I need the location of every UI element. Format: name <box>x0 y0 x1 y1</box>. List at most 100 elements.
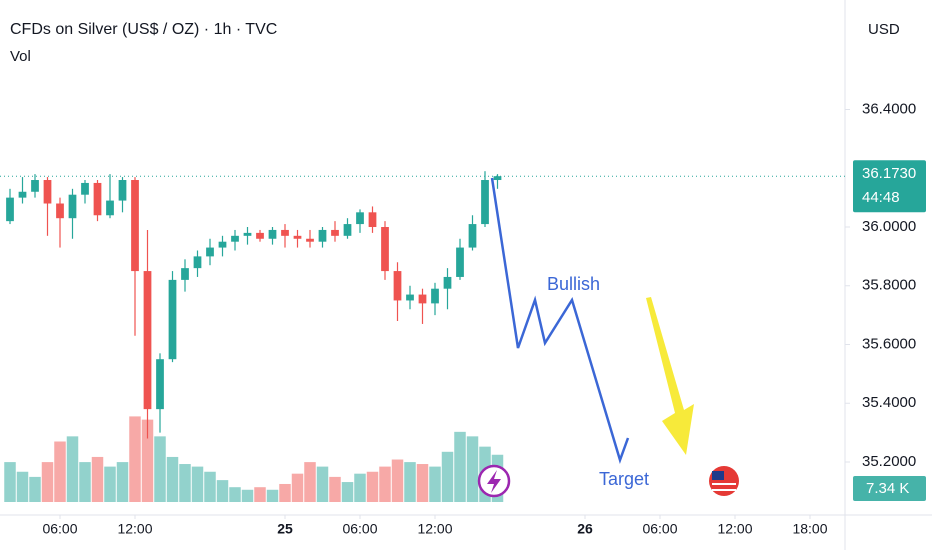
candle-body <box>181 268 189 280</box>
volume-bar <box>254 487 266 502</box>
y-tick-label: 35.4000 <box>862 394 916 411</box>
annotation: Bullish <box>547 274 600 294</box>
y-tick-label: 35.8000 <box>862 277 916 294</box>
volume-bar <box>141 419 154 502</box>
candle-body <box>68 194 77 219</box>
candle-body <box>381 227 389 272</box>
candle-body <box>131 180 139 272</box>
candle-body <box>293 235 302 239</box>
volume-bar <box>291 473 304 502</box>
candle-body <box>356 212 364 225</box>
candle-body <box>143 271 152 410</box>
volume-bar <box>441 451 454 502</box>
x-tick-label: 18:00 <box>792 521 827 537</box>
candle-body <box>93 182 102 216</box>
volume-bar <box>166 456 179 502</box>
volume-bar <box>66 436 79 502</box>
candle-body <box>431 288 439 304</box>
volume-bar <box>429 466 441 502</box>
x-tick-label: 06:00 <box>42 521 77 537</box>
x-tick-label: 12:00 <box>117 521 152 537</box>
volume-bar <box>204 471 216 502</box>
volume-label-box <box>853 476 926 501</box>
volume-bar <box>304 462 316 502</box>
candle-body <box>156 359 164 410</box>
flag-icon[interactable] <box>709 466 739 496</box>
candle-body <box>206 247 214 257</box>
candle-body <box>243 232 252 236</box>
volume-bar <box>366 471 379 502</box>
volume-bar <box>16 471 29 502</box>
candle-body <box>268 229 277 239</box>
candle-body <box>256 232 264 239</box>
countdown: 44:48 <box>862 189 900 206</box>
volume-bar <box>91 456 104 502</box>
y-tick-label: 36.0000 <box>862 218 916 235</box>
volume-bar <box>279 483 291 502</box>
volume-bar <box>391 459 404 502</box>
volume-bar <box>329 476 341 502</box>
volume-bar <box>4 462 16 502</box>
volume-bar <box>79 462 91 502</box>
volume-bar <box>216 480 229 502</box>
volume-bar <box>416 464 429 502</box>
candle-body <box>393 271 402 301</box>
volume-bar <box>154 436 166 502</box>
volume-bar <box>179 464 191 502</box>
volume-bar <box>341 482 354 502</box>
x-tick-label: 06:00 <box>342 521 377 537</box>
candle-body <box>456 247 464 277</box>
x-tick-label: 12:00 <box>417 521 452 537</box>
candle-body <box>406 294 414 301</box>
x-tick-label: 12:00 <box>717 521 752 537</box>
volume-bar <box>191 466 204 502</box>
y-tick-label: 36.4000 <box>862 100 916 117</box>
volume-bar <box>129 416 141 502</box>
candle-body <box>43 180 52 204</box>
y-tick-label: 35.6000 <box>862 335 916 352</box>
chart-title: CFDs on Silver (US$ / OZ) · 1h · TVC <box>10 21 277 38</box>
volume-bar <box>54 441 66 502</box>
volume-bar <box>104 466 116 502</box>
candle-body <box>193 256 202 269</box>
candle-body <box>331 229 339 236</box>
candle-body <box>418 294 427 304</box>
x-tick-label: 25 <box>277 521 293 537</box>
candle-body <box>468 224 477 248</box>
candle-body <box>6 197 14 222</box>
currency: USD <box>868 21 900 38</box>
candle-body <box>31 180 39 192</box>
flag-canton <box>712 471 724 480</box>
volume-bar <box>466 436 479 502</box>
volume-bar <box>229 487 241 502</box>
volume-bar <box>41 462 54 502</box>
candle-body <box>56 203 64 219</box>
x-tick-label: 06:00 <box>642 521 677 537</box>
x-tick-label: 26 <box>577 521 593 537</box>
volume-bar <box>316 466 329 502</box>
subtitle: Vol <box>10 48 31 65</box>
candle-body <box>493 176 502 181</box>
candle-body <box>281 229 289 236</box>
annotation: Target <box>599 469 649 489</box>
candle-body <box>343 224 352 236</box>
volume-bar <box>266 489 279 502</box>
price-label: 36.1730 <box>862 165 916 182</box>
candle-body <box>218 241 227 248</box>
candle-body <box>443 276 452 289</box>
volume-bar <box>379 466 391 502</box>
candle-body <box>168 279 177 360</box>
volume-bar <box>241 489 254 502</box>
candle-body <box>106 200 114 216</box>
y-tick-label: 35.2000 <box>862 453 916 470</box>
candle-body <box>318 229 327 242</box>
candle-body <box>231 235 239 242</box>
volume-bar <box>354 473 366 502</box>
yellow-arrow <box>646 297 694 455</box>
volume-bar <box>116 462 129 502</box>
candle-body <box>481 180 489 225</box>
candle-body <box>306 238 314 242</box>
candle-body <box>81 182 89 195</box>
volume-bar <box>404 462 416 502</box>
